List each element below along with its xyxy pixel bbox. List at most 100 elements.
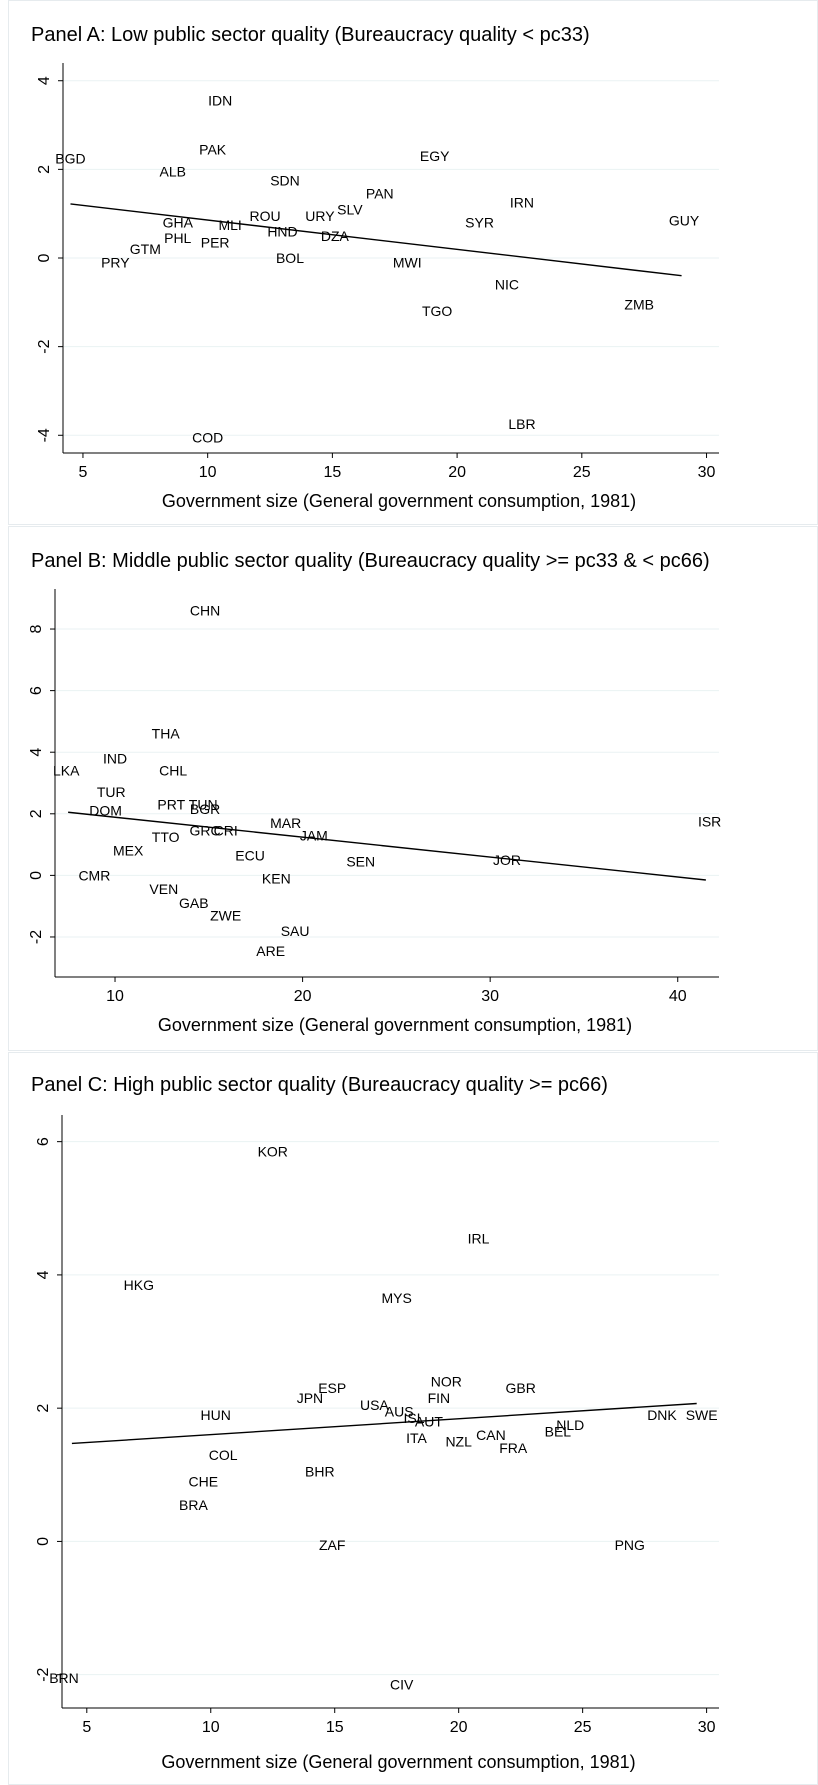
point-label: AUT <box>415 1413 443 1429</box>
point-label: MAR <box>270 815 301 831</box>
panel-a: Panel A: Low public sector quality (Bure… <box>8 0 818 525</box>
point-label: NZL <box>445 1433 472 1449</box>
point-label: GUY <box>669 212 700 228</box>
y-tick-label: 6 <box>35 1137 52 1146</box>
point-label: KOR <box>258 1144 288 1160</box>
point-label: GRC <box>189 823 220 839</box>
point-label: SYR <box>465 215 494 231</box>
x-tick-label: 30 <box>698 464 716 481</box>
point-label: ECU <box>235 847 265 863</box>
point-label: SEN <box>346 854 375 870</box>
point-label: CIV <box>390 1677 414 1693</box>
point-label: SDN <box>270 172 300 188</box>
point-label: ESP <box>318 1380 346 1396</box>
point-label: FRA <box>499 1440 528 1456</box>
point-label: CAN <box>476 1427 506 1443</box>
point-label: CMR <box>78 867 110 883</box>
point-label: GHA <box>163 215 194 231</box>
y-tick-label: 0 <box>28 871 45 880</box>
y-tick-label: -2 <box>36 339 53 353</box>
point-label: DZA <box>321 228 350 244</box>
point-label: GTM <box>130 241 161 257</box>
point-label: SLV <box>337 201 363 217</box>
point-label: PHL <box>164 230 191 246</box>
y-tick-label: 4 <box>28 748 45 757</box>
point-label: IRL <box>468 1230 490 1246</box>
point-label: TUN <box>189 797 218 813</box>
panel-b: Panel B: Middle public sector quality (B… <box>8 526 818 1051</box>
point-label: URY <box>305 208 335 224</box>
x-tick-label: 30 <box>698 1719 716 1736</box>
point-label: PAN <box>366 186 394 202</box>
point-label: GAB <box>179 895 209 911</box>
fit-line <box>70 203 682 277</box>
point-label: ZAF <box>319 1537 345 1553</box>
point-label: LKA <box>53 763 80 779</box>
point-label: KEN <box>262 870 291 886</box>
y-tick-label: 0 <box>35 1537 52 1546</box>
point-label: CHE <box>189 1473 219 1489</box>
x-axis-title: Government size (General government cons… <box>158 1015 632 1035</box>
point-label: THA <box>152 726 181 742</box>
point-label: VEN <box>149 881 178 897</box>
point-label: HND <box>267 223 297 239</box>
x-tick-label: 30 <box>481 988 499 1005</box>
point-label: ROU <box>249 208 280 224</box>
point-label: IRN <box>510 195 534 211</box>
point-label: JPN <box>297 1390 323 1406</box>
point-label: SWE <box>686 1407 718 1423</box>
x-tick-label: 10 <box>106 988 124 1005</box>
y-tick-label: 8 <box>28 624 45 633</box>
point-label: PRT <box>157 797 185 813</box>
point-label: IND <box>103 750 127 766</box>
point-label: PAK <box>199 141 227 157</box>
point-label: BGR <box>190 801 220 817</box>
point-label: MLI <box>218 217 241 233</box>
chart-title: Panel B: Middle public sector quality (B… <box>31 550 710 572</box>
point-label: TGO <box>422 303 452 319</box>
point-label: NIC <box>495 277 519 293</box>
x-axis-title: Government size (General government cons… <box>162 491 636 511</box>
point-label: EGY <box>420 148 450 164</box>
point-label: JOR <box>493 852 521 868</box>
point-label: ISL <box>404 1410 425 1426</box>
x-tick-label: 40 <box>669 988 687 1005</box>
point-label: PER <box>201 234 230 250</box>
point-label: TUR <box>97 784 126 800</box>
y-tick-label: 2 <box>35 1404 52 1413</box>
point-label: DOM <box>89 803 122 819</box>
y-tick-label: 0 <box>36 253 53 262</box>
point-label: MWI <box>393 254 422 270</box>
point-label: BGD <box>55 150 85 166</box>
point-label: DNK <box>647 1407 677 1423</box>
y-tick-label: 4 <box>35 1270 52 1279</box>
x-tick-label: 10 <box>202 1719 220 1736</box>
x-tick-label: 5 <box>82 1719 91 1736</box>
point-label: FIN <box>428 1390 451 1406</box>
y-tick-label: 2 <box>36 165 53 174</box>
y-tick-label: -4 <box>36 428 53 442</box>
point-label: USA <box>360 1397 389 1413</box>
point-label: BEL <box>545 1423 572 1439</box>
x-tick-label: 25 <box>573 464 591 481</box>
point-label: BOL <box>276 250 304 266</box>
point-label: PRY <box>101 254 130 270</box>
point-label: GBR <box>505 1380 535 1396</box>
point-label: HKG <box>124 1277 154 1293</box>
point-label: MYS <box>382 1290 412 1306</box>
panel-a-chart: Panel A: Low public sector quality (Bure… <box>31 24 719 511</box>
point-label: ZWE <box>210 907 241 923</box>
fit-line <box>71 1402 697 1445</box>
point-label: AUS <box>385 1404 414 1420</box>
x-tick-label: 10 <box>199 464 217 481</box>
x-tick-label: 20 <box>448 464 466 481</box>
y-tick-label: 6 <box>28 686 45 695</box>
point-label: ZMB <box>624 297 654 313</box>
point-label: JAM <box>300 827 328 843</box>
point-label: COD <box>192 429 223 445</box>
fit-line <box>68 811 706 881</box>
point-label: NLD <box>556 1417 584 1433</box>
x-tick-label: 15 <box>326 1719 344 1736</box>
point-label: SAU <box>281 923 310 939</box>
point-label: BHR <box>305 1463 335 1479</box>
